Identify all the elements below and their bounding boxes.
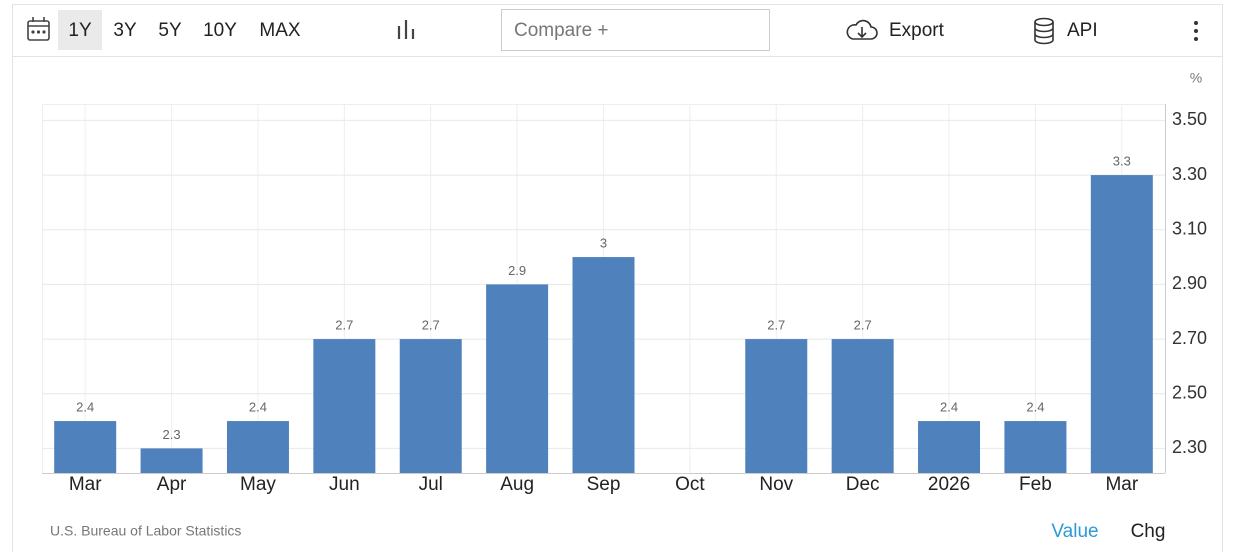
chart-type-icon[interactable] <box>397 20 415 39</box>
calendar-icon[interactable] <box>27 17 50 41</box>
export-icon[interactable] <box>846 19 878 40</box>
x-tick-label: Jun <box>329 474 360 495</box>
value-label: 2.7 <box>422 318 440 333</box>
value-label: 3 <box>600 236 607 251</box>
x-tick-label: May <box>240 474 276 495</box>
bar <box>226 421 289 473</box>
y-tick-label: 3.10 <box>1172 218 1207 238</box>
value-label: 2.7 <box>335 318 353 333</box>
bar <box>572 257 635 473</box>
value-label: 2.9 <box>508 263 526 278</box>
more-menu[interactable] <box>1194 21 1198 41</box>
x-tick-label: Mar <box>1105 474 1138 495</box>
api-button[interactable]: API <box>1067 20 1098 41</box>
y-tick-label: 2.70 <box>1172 328 1207 348</box>
bar <box>831 339 894 473</box>
value-label: 3.3 <box>1113 154 1131 169</box>
range-button[interactable]: 3Y <box>113 20 137 41</box>
range-button[interactable]: MAX <box>259 20 301 41</box>
value-label: 2.4 <box>940 400 958 415</box>
x-tick-label: Feb <box>1019 474 1052 495</box>
bar <box>1004 421 1067 473</box>
unit-label: % <box>1190 70 1202 86</box>
footer-tab[interactable]: Value <box>1051 521 1098 542</box>
x-tick-label: Jul <box>419 474 443 495</box>
x-tick-label: Mar <box>69 474 102 495</box>
value-label: 2.4 <box>1026 400 1044 415</box>
range-button[interactable]: 1Y <box>68 20 92 41</box>
range-button[interactable]: 10Y <box>203 20 237 41</box>
bar <box>1090 175 1153 474</box>
y-tick-label: 2.30 <box>1172 437 1207 457</box>
compare-input[interactable] <box>501 9 770 51</box>
x-tick-label: Apr <box>157 474 187 495</box>
x-tick-label: 2026 <box>928 474 970 495</box>
x-tick-label: Nov <box>759 474 793 495</box>
range-button[interactable]: 5Y <box>158 20 182 41</box>
bar <box>313 339 376 473</box>
value-label: 2.4 <box>249 400 267 415</box>
api-icon[interactable] <box>1034 17 1054 45</box>
value-label: 2.4 <box>76 400 94 415</box>
y-tick-label: 3.50 <box>1172 109 1207 129</box>
value-label: 2.3 <box>163 427 181 442</box>
bar <box>399 339 462 473</box>
range-selected-bg <box>58 10 102 50</box>
footer-tab[interactable]: Chg <box>1131 521 1166 542</box>
x-tick-label: Sep <box>587 474 621 495</box>
bar <box>486 284 549 473</box>
value-label: 2.7 <box>767 318 785 333</box>
value-label: 2.7 <box>854 318 872 333</box>
source-label: U.S. Bureau of Labor Statistics <box>50 523 241 539</box>
bar <box>918 421 981 473</box>
x-tick-label: Aug <box>500 474 534 495</box>
y-tick-label: 3.30 <box>1172 164 1207 184</box>
export-button[interactable]: Export <box>889 20 945 41</box>
y-tick-label: 2.50 <box>1172 382 1207 402</box>
y-tick-label: 2.90 <box>1172 273 1207 293</box>
x-tick-label: Oct <box>675 474 705 495</box>
bar <box>140 448 203 473</box>
x-tick-label: Dec <box>846 474 880 495</box>
compare-placeholder: Compare + <box>514 20 609 41</box>
bar <box>745 339 808 473</box>
bar <box>54 421 117 473</box>
